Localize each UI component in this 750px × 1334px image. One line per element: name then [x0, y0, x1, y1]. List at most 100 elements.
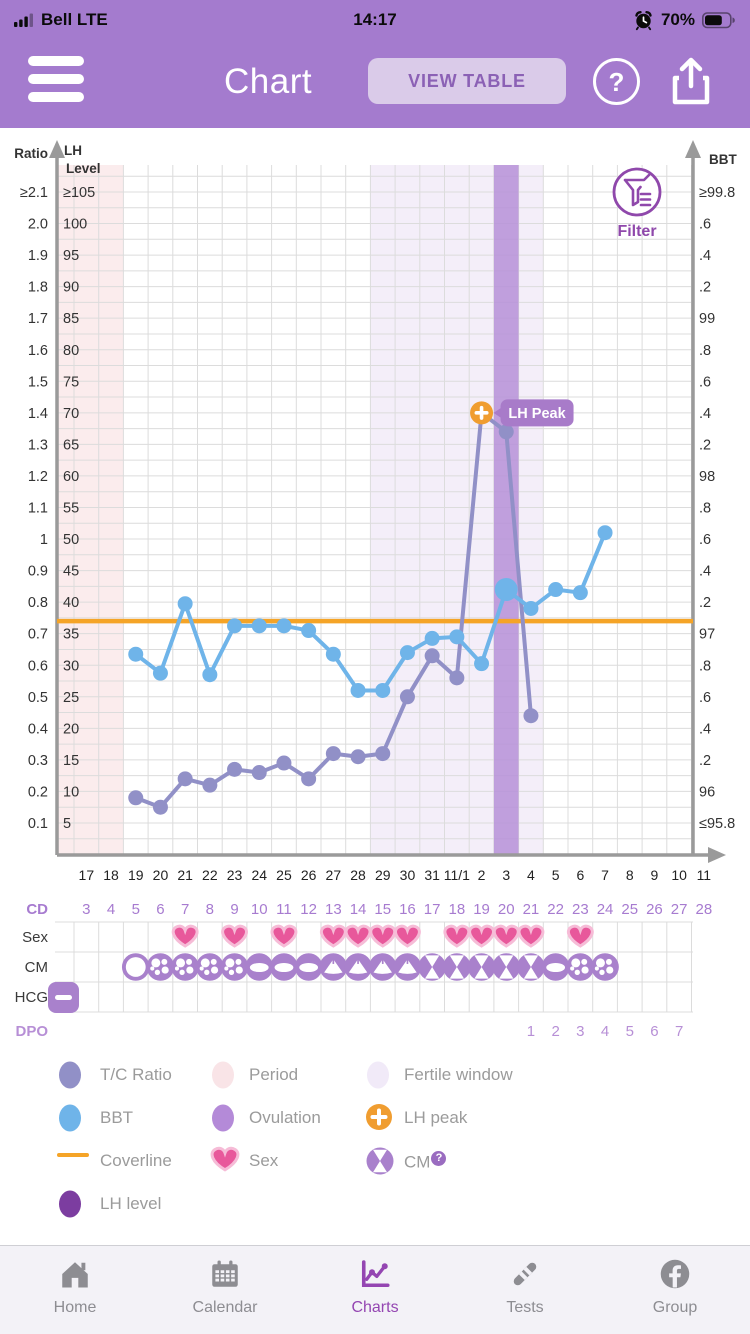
- t-c-ratio-point[interactable]: [449, 670, 465, 686]
- filter-button[interactable]: Filter: [612, 167, 662, 240]
- status-right: 70%: [633, 10, 736, 31]
- bbt-point[interactable]: [152, 665, 168, 681]
- t-c-ratio-point[interactable]: [276, 755, 292, 771]
- t-c-ratio-point[interactable]: [177, 771, 193, 787]
- bbt-tick: .8: [699, 501, 711, 517]
- t-c-ratio-point[interactable]: [301, 771, 317, 787]
- sex-heart-icon: [492, 924, 520, 948]
- legend-label: Ovulation: [249, 1108, 321, 1127]
- bbt-point[interactable]: [399, 645, 415, 661]
- cm-icon-sticky: [220, 953, 249, 981]
- dpo-value: 5: [626, 1023, 634, 1040]
- bbt-point[interactable]: [494, 578, 518, 602]
- legend-coverline-icon: [57, 1146, 89, 1164]
- bbt-tick: .2: [699, 437, 711, 453]
- bbt-point[interactable]: [350, 682, 366, 698]
- bbt-point[interactable]: [177, 596, 193, 612]
- bbt-point[interactable]: [597, 525, 613, 541]
- bbt-point[interactable]: [474, 656, 490, 672]
- legend-fertile-window-icon: [365, 1060, 391, 1095]
- date-label: 4: [527, 867, 535, 883]
- tab-home[interactable]: Home: [0, 1246, 150, 1334]
- t-c-ratio-point[interactable]: [227, 761, 243, 777]
- t-c-ratio-point[interactable]: [202, 777, 218, 793]
- cd-value: 6: [156, 901, 164, 918]
- bbt-point[interactable]: [227, 618, 243, 634]
- hcg-row-label: HCG: [15, 989, 48, 1006]
- tab-bar: Home Calendar Charts Tests Group: [0, 1245, 750, 1334]
- date-label: 18: [103, 867, 119, 883]
- group-icon: [655, 1256, 695, 1295]
- t-c-ratio-point[interactable]: [152, 799, 168, 815]
- t-c-ratio-point[interactable]: [399, 689, 415, 705]
- share-icon: [672, 57, 710, 105]
- bbt-tick: .2: [699, 753, 711, 769]
- lh-tick: 70: [63, 406, 79, 422]
- bbt-tick: 97: [699, 627, 715, 643]
- tab-tests[interactable]: Tests: [450, 1246, 600, 1334]
- bbt-point[interactable]: [548, 582, 564, 598]
- cm-icon-sticky: [171, 953, 199, 981]
- cm-icon-watery: [517, 953, 545, 981]
- tab-label: Charts: [351, 1299, 399, 1316]
- cd-value: 16: [399, 901, 416, 918]
- bbt-point[interactable]: [301, 623, 317, 639]
- cd-value: 24: [597, 901, 614, 918]
- t-c-ratio-point[interactable]: [350, 749, 366, 765]
- help-button[interactable]: ?: [593, 58, 640, 105]
- t-c-ratio-point[interactable]: [375, 746, 391, 762]
- t-c-ratio-point[interactable]: [498, 424, 514, 440]
- t-c-ratio-point[interactable]: [424, 648, 440, 664]
- bbt-point[interactable]: [572, 585, 588, 601]
- cm-icon-creamy: [245, 953, 274, 981]
- date-label: 11: [697, 867, 712, 883]
- bbt-point[interactable]: [276, 618, 292, 634]
- cd-value: 8: [206, 901, 214, 918]
- bbt-point[interactable]: [251, 618, 267, 634]
- date-label: 20: [153, 867, 169, 883]
- tab-calendar[interactable]: Calendar: [150, 1246, 300, 1334]
- menu-button[interactable]: [28, 56, 84, 110]
- bbt-point[interactable]: [202, 667, 218, 683]
- chart-area: Ratio LH Level BBT ≥2.1 2.0 1.9 1.8 1.7 1.6 1.5 1.4…: [0, 128, 750, 1045]
- tab-label: Calendar: [192, 1299, 258, 1316]
- lh-tick: 35: [63, 627, 79, 643]
- t-c-ratio-point[interactable]: [523, 708, 539, 724]
- bbt-point[interactable]: [424, 630, 440, 646]
- date-label: 24: [251, 867, 267, 883]
- ratio-tick: 1.6: [28, 343, 48, 359]
- lh-tick: 85: [63, 311, 79, 327]
- view-table-button[interactable]: VIEW TABLE: [368, 58, 566, 104]
- dpo-row-label: DPO: [15, 1023, 48, 1040]
- tab-group[interactable]: Group: [600, 1246, 750, 1334]
- cm-help-badge[interactable]: ?: [431, 1151, 447, 1166]
- date-label: 11/1: [444, 867, 470, 883]
- cd-value: 14: [350, 901, 367, 918]
- bbt-point[interactable]: [128, 646, 144, 662]
- legend-label: BBT: [100, 1108, 134, 1127]
- date-label: 21: [177, 867, 193, 883]
- ratio-tick: 0.1: [28, 816, 48, 832]
- legend-sex-icon: [210, 1146, 240, 1179]
- bbt-point[interactable]: [523, 600, 539, 616]
- cm-icon-creamy: [294, 953, 323, 981]
- cm-icon-creamy: [270, 953, 298, 981]
- bbt-tick: .4: [699, 721, 711, 737]
- lh-peak-marker[interactable]: [470, 401, 494, 425]
- t-c-ratio-point[interactable]: [128, 790, 144, 806]
- share-button[interactable]: [664, 54, 718, 108]
- legend-label: Sex: [249, 1151, 279, 1170]
- tab-charts[interactable]: Charts: [300, 1246, 450, 1334]
- lh-tick: 30: [63, 658, 79, 674]
- legend-bbt-icon: [57, 1103, 83, 1138]
- date-label: 6: [576, 867, 584, 883]
- ratio-tick: 1.4: [28, 406, 48, 422]
- ratio-tick: 2.0: [28, 217, 48, 233]
- t-c-ratio-point[interactable]: [251, 765, 267, 781]
- cm-icon-sticky: [196, 953, 224, 981]
- bbt-point[interactable]: [449, 629, 465, 645]
- bbt-point[interactable]: [325, 646, 341, 662]
- t-c-ratio-point[interactable]: [325, 746, 341, 762]
- lh-peak-badge: LH Peak: [493, 399, 574, 427]
- bbt-point[interactable]: [375, 682, 391, 698]
